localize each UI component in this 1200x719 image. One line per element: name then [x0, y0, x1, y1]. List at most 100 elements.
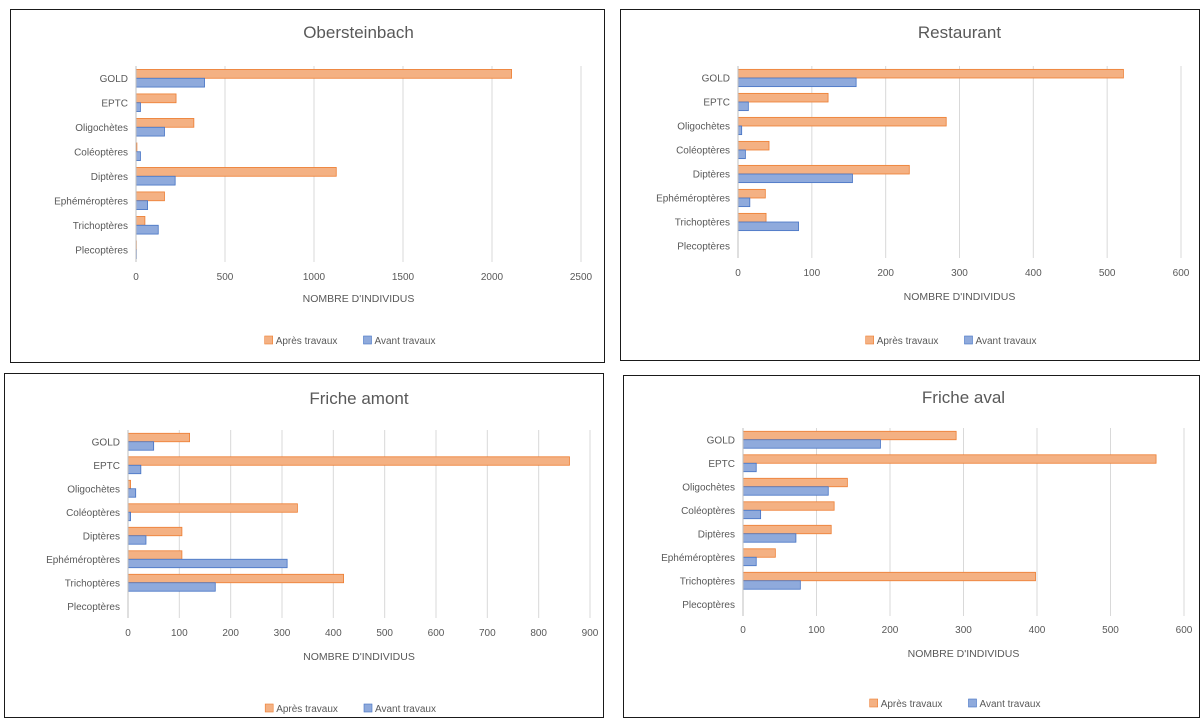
y-category-label: Trichoptères — [675, 218, 730, 229]
bar-avant-travaux-dipteres — [136, 176, 175, 185]
bar-apres-travaux-dipteres — [136, 167, 336, 176]
x-tick-label: 500 — [217, 272, 234, 283]
x-tick-label: 0 — [740, 625, 746, 636]
x-tick-label: 900 — [582, 628, 599, 639]
y-category-label: Ephéméroptères — [656, 194, 730, 205]
legend: Après travaux Avant travaux — [866, 336, 1037, 347]
bar-apres-travaux-gold — [136, 69, 512, 78]
bar-avant-travaux-gold — [128, 442, 154, 450]
y-category-label: Oligochètes — [677, 122, 730, 133]
y-category-label: EPTC — [708, 459, 735, 470]
x-tick-label: 1000 — [303, 272, 326, 283]
bar-apres-travaux-trichopteres — [743, 572, 1036, 580]
legend-label-apres-travaux: Après travaux — [881, 699, 943, 710]
bar-apres-travaux-trichopteres — [128, 574, 344, 582]
bar-apres-travaux-trichopteres — [136, 216, 145, 225]
y-category-label: Diptères — [83, 531, 120, 542]
bar-apres-travaux-coleopteres — [128, 504, 297, 512]
bar-apres-travaux-eptc — [128, 457, 569, 465]
y-category-label: Oligochètes — [75, 123, 128, 134]
y-category-label: Trichoptères — [680, 576, 735, 587]
chart-panel-friche-aval: Friche aval 0 100 200 300 400 500 600 GOLD EPTC Ol… — [623, 375, 1200, 718]
bar-apres-travaux-coleopteres — [738, 141, 769, 150]
bar-avant-travaux-ephemeropteres — [743, 557, 756, 565]
chart-svg: Friche aval 0 100 200 300 400 500 600 GOLD EPTC Ol… — [624, 376, 1200, 719]
legend: Après travaux Avant travaux — [870, 699, 1041, 710]
bar-apres-travaux-dipteres — [738, 165, 909, 174]
x-tick-label: 0 — [125, 628, 131, 639]
y-category-label: Coléoptères — [676, 146, 730, 157]
legend-swatch-avant-travaux — [364, 704, 372, 712]
legend-swatch-apres-travaux — [866, 336, 874, 344]
x-tick-label: 400 — [1029, 625, 1046, 636]
bar-avant-travaux-oligochetes — [738, 126, 742, 135]
legend-swatch-apres-travaux — [870, 699, 878, 707]
chart-title: Obersteinbach — [303, 23, 414, 42]
y-category-label: Plecoptères — [682, 600, 735, 611]
bar-avant-travaux-gold — [743, 440, 880, 448]
bar-avant-travaux-trichopteres — [743, 581, 800, 589]
y-category-label: GOLD — [100, 74, 128, 85]
legend-label-avant-travaux: Avant travaux — [976, 336, 1037, 347]
x-tick-label: 300 — [955, 625, 972, 636]
bar-apres-travaux-ephemeropteres — [738, 189, 765, 198]
x-tick-label: 500 — [1099, 268, 1116, 279]
y-category-label: Ephéméroptères — [661, 553, 735, 564]
bar-avant-travaux-oligochetes — [743, 487, 828, 495]
bar-avant-travaux-gold — [136, 78, 205, 87]
x-tick-label: 600 — [428, 628, 445, 639]
x-tick-label: 0 — [735, 268, 741, 279]
bar-apres-travaux-oligochetes — [743, 478, 847, 486]
legend-swatch-apres-travaux — [265, 704, 273, 712]
bar-avant-travaux-eptc — [738, 102, 748, 111]
x-tick-label: 200 — [882, 625, 899, 636]
chart-title: Friche aval — [922, 388, 1005, 407]
x-axis-label: NOMBRE D'INDIVIDUS — [908, 648, 1020, 660]
x-tick-label: 2500 — [570, 272, 593, 283]
x-tick-label: 300 — [274, 628, 291, 639]
legend-label-avant-travaux: Avant travaux — [980, 699, 1041, 710]
y-category-label: Coléoptères — [74, 147, 128, 158]
bar-apres-travaux-coleopteres — [743, 502, 834, 510]
legend-label-apres-travaux: Après travaux — [877, 336, 939, 347]
bar-avant-travaux-dipteres — [128, 536, 146, 544]
x-tick-label: 100 — [803, 268, 820, 279]
x-tick-label: 200 — [877, 268, 894, 279]
legend-label-apres-travaux: Après travaux — [276, 336, 338, 347]
bar-apres-travaux-eptc — [136, 94, 176, 103]
y-category-label: Coléoptères — [681, 506, 735, 517]
bar-apres-travaux-oligochetes — [136, 118, 194, 127]
y-category-label: Oligochètes — [67, 484, 120, 495]
x-tick-label: 100 — [171, 628, 188, 639]
x-tick-label: 700 — [479, 628, 496, 639]
y-category-label: Trichoptères — [65, 578, 120, 589]
y-category-label: Plecoptères — [67, 602, 120, 613]
chart-title: Friche amont — [309, 389, 408, 408]
x-tick-label: 600 — [1176, 625, 1193, 636]
x-axis-label: NOMBRE D'INDIVIDUS — [904, 291, 1016, 303]
bar-apres-travaux-ephemeropteres — [743, 549, 775, 557]
bar-avant-travaux-trichopteres — [738, 222, 799, 231]
bar-apres-travaux-gold — [743, 431, 956, 439]
y-category-label: Oligochètes — [682, 482, 735, 493]
bar-avant-travaux-gold — [738, 78, 856, 87]
y-category-label: GOLD — [707, 435, 735, 446]
y-category-label: Ephéméroptères — [54, 196, 128, 207]
bar-avant-travaux-oligochetes — [136, 127, 164, 136]
bar-avant-travaux-oligochetes — [128, 489, 136, 497]
x-axis-label: NOMBRE D'INDIVIDUS — [303, 293, 415, 305]
x-tick-label: 500 — [1102, 625, 1119, 636]
bar-apres-travaux-gold — [128, 433, 190, 441]
x-tick-label: 100 — [808, 625, 825, 636]
y-category-label: GOLD — [702, 74, 730, 85]
y-category-label: Diptères — [693, 170, 730, 181]
legend-swatch-avant-travaux — [364, 336, 372, 344]
bar-avant-travaux-ephemeropteres — [738, 198, 750, 207]
